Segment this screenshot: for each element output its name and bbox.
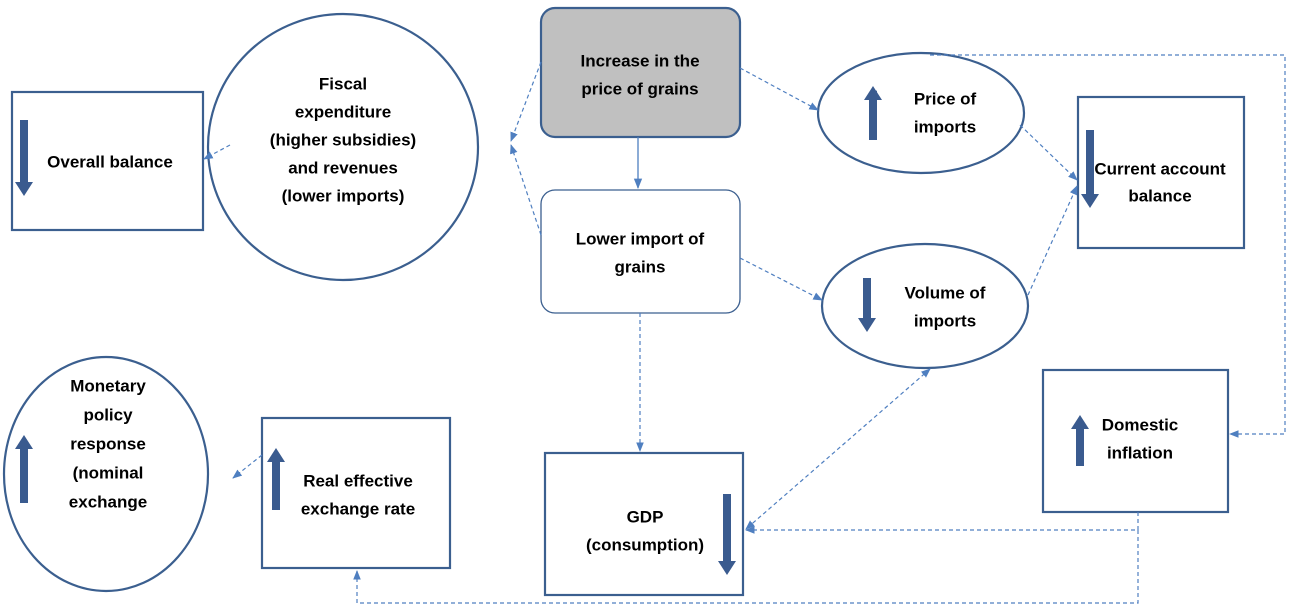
node-label: Increase in the [580,51,699,70]
node-label: Domestic [1102,415,1179,434]
node-label: policy [83,405,133,424]
node-label: GDP [627,507,664,526]
node-label: price of grains [581,79,698,98]
overall-box [10,90,205,232]
up-icon [267,448,285,510]
down-icon [1081,130,1099,208]
node-label: Price of [914,89,977,108]
node-label: (higher subsidies) [270,130,416,149]
node-label: Lower import of [576,229,705,248]
node-label: imports [914,311,976,330]
node-label: (consumption) [586,535,704,554]
arrow [739,67,819,111]
arrow [930,54,1286,438]
up-icon [864,86,882,140]
down-icon [15,120,33,196]
increase-box [539,6,742,139]
monetary-ellipse [2,355,210,593]
node-label: Current account [1094,159,1226,178]
up-icon [1071,415,1089,466]
gdp-box [543,451,745,597]
inflation-box [1041,368,1230,514]
down-icon [718,494,736,575]
node-label: (nominal [73,463,144,482]
node-label: Real effective [303,471,413,490]
node-label: response [70,434,146,453]
arrow [739,257,823,301]
node-label: balance [1128,186,1191,205]
lower-box [540,189,741,314]
up-icon [15,435,33,503]
down-icon [858,278,876,332]
node-label: expenditure [295,102,391,121]
arrow [1019,124,1078,181]
current-box [1076,95,1246,250]
node-label: exchange rate [301,499,415,518]
node-label: Overall balance [47,152,173,171]
arrow [510,61,542,142]
reer-box [260,416,452,570]
node-label: Fiscal [319,74,367,93]
node-label: and revenues [288,158,398,177]
arrow [745,368,931,530]
price-ellipse [816,51,1026,175]
arrow [232,454,263,479]
node-label: Volume of [905,283,986,302]
arrow [353,530,1139,604]
arrow [203,144,231,160]
node-label: exchange [69,492,147,511]
node-label: imports [914,117,976,136]
arrow [1027,185,1078,296]
node-label: inflation [1107,443,1173,462]
node-label: (lower imports) [282,186,405,205]
arrow [745,512,1139,534]
node-label: Monetary [70,376,146,395]
volume-ellipse [820,242,1030,370]
fiscal-ellipse [206,12,480,282]
node-label: grains [614,257,665,276]
arrow [510,144,542,236]
